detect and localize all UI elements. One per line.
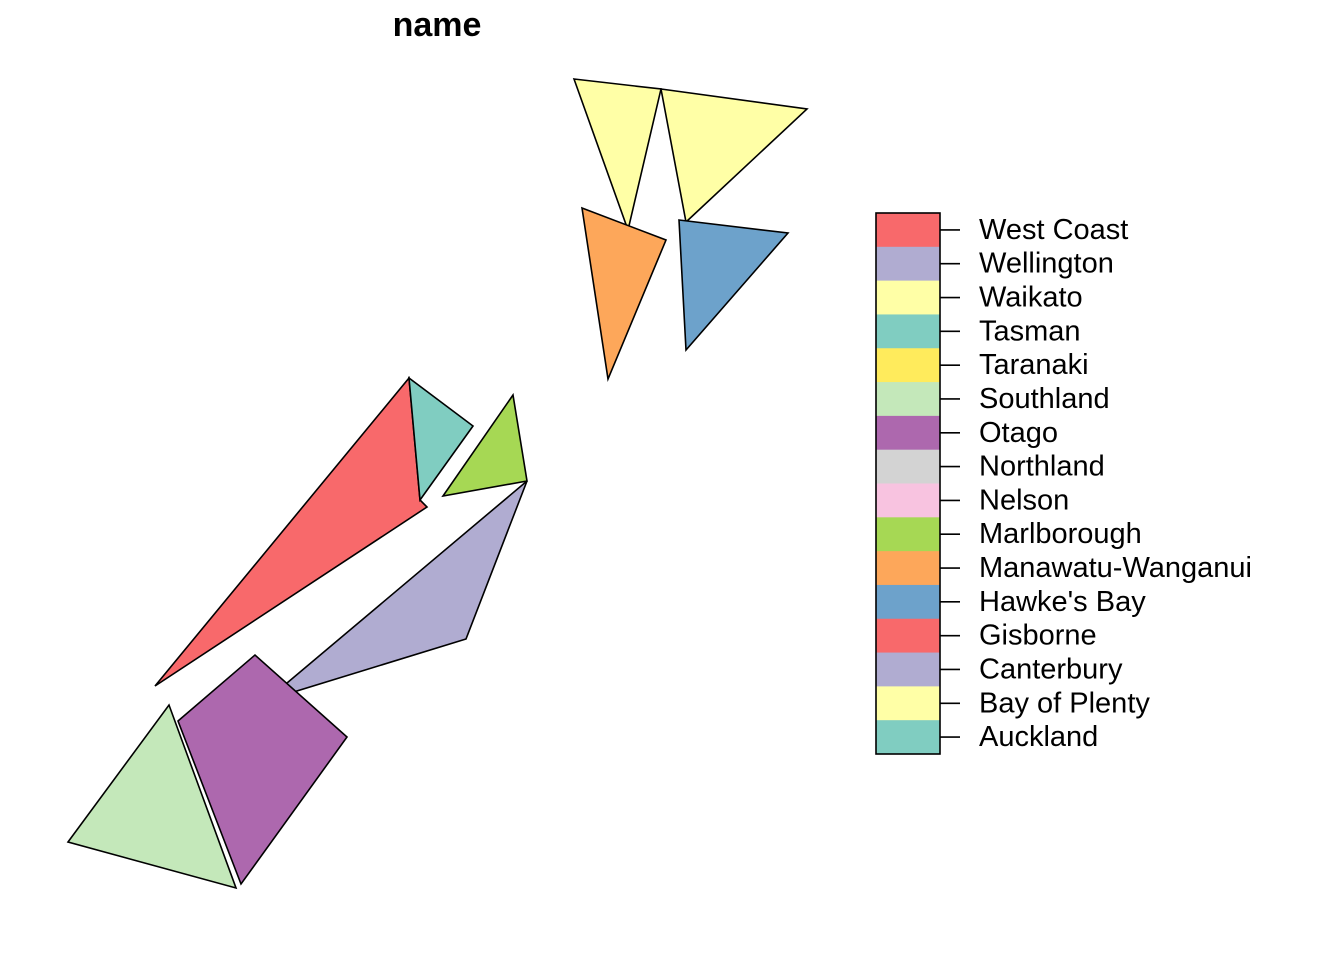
legend-label-tasman: Tasman [979,315,1081,347]
legend: West CoastWellingtonWaikatoTasmanTaranak… [875,212,1252,755]
region-tasman [408,376,475,503]
legend-label-bay-of-plenty: Bay of Plenty [979,687,1150,719]
region-marlborough [441,392,528,498]
region-hawke-s-bay [678,219,790,353]
legend-swatch-west-coast [876,213,940,248]
region-waikato-part-1 [572,78,662,233]
legend-swatch-hawke-s-bay [876,584,940,620]
legend-label-gisborne: Gisborne [979,620,1097,652]
legend-swatch-nelson [876,483,940,518]
legend-swatch-auckland [876,720,940,755]
legend-label-canterbury: Canterbury [979,653,1123,685]
legend-swatch-bay-of-plenty [876,686,940,721]
legend-swatch-taranaki [876,348,940,383]
legend-label-auckland: Auckland [979,721,1098,753]
legend-label-manawatu-wanganui: Manawatu-Wanganui [979,552,1252,584]
region-southland [66,703,238,890]
legend-label-wellington: Wellington [979,248,1114,280]
legend-swatch-waikato [876,280,940,315]
regions-layer [66,78,809,890]
legend-swatch-otago [876,415,940,451]
legend-label-northland: Northland [979,451,1105,483]
legend-label-marlborough: Marlborough [979,518,1142,550]
legend-label-waikato: Waikato [979,282,1083,314]
legend-swatch-northland [876,449,940,484]
region-otago [177,653,349,886]
legend-label-hawke-s-bay: Hawke's Bay [979,586,1146,618]
legend-label-southland: Southland [979,383,1110,415]
legend-swatch-tasman [876,314,940,349]
region-manawatu-wanganui [581,206,668,382]
legend-swatch-canterbury [876,652,940,687]
legend-label-west-coast: West Coast [979,214,1128,246]
legend-swatch-wellington [876,246,940,282]
legend-swatch-marlborough [876,517,940,552]
legend-swatch-southland [876,382,940,417]
region-waikato-part-2 [660,88,809,224]
legend-label-taranaki: Taranaki [979,349,1089,381]
map-title: name [393,6,482,44]
legend-label-nelson: Nelson [979,484,1069,516]
legend-swatch-manawatu-wanganui [876,551,940,586]
legend-frame [875,212,941,755]
legend-label-otago: Otago [979,417,1058,449]
legend-swatch-gisborne [876,618,940,654]
